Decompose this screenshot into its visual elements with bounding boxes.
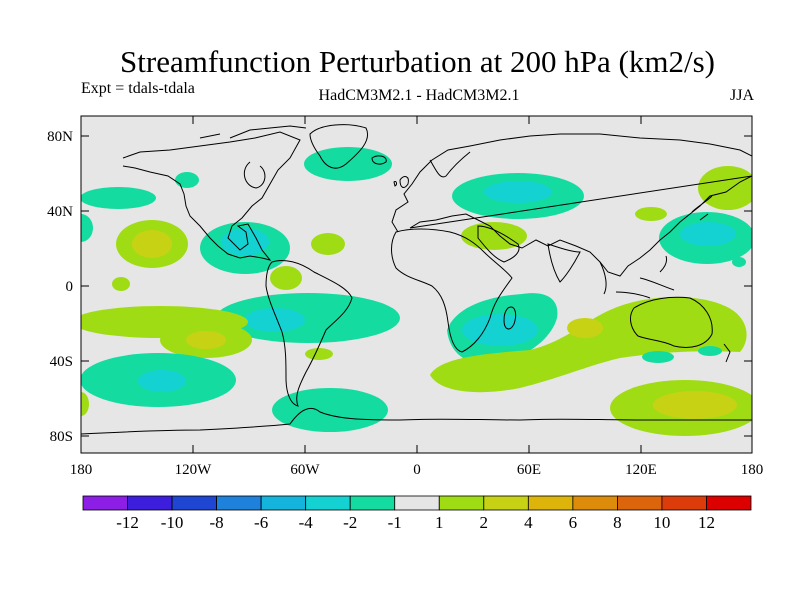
coast-south-america [265,259,353,407]
coast-japan [691,195,713,221]
anomaly-pos-australia-core [567,318,603,338]
coast-antarctica [81,408,752,435]
anomaly-neg-south-pacific-core [138,370,186,392]
colorbar-label: 4 [524,513,533,532]
colorbar-label: 10 [653,513,670,532]
anomaly-neg-se-pacific-core [245,308,305,332]
lat-label-40n: 40N [47,204,73,220]
coast-madagascar [503,306,517,330]
anomaly-pos-indian-ocean [430,296,747,393]
coast-iceland [371,155,387,165]
colorbar: -12 -10 -8 -6 -4 -2 -1 1 2 4 6 8 10 12 [82,495,752,532]
colorbar-swatch [127,495,173,511]
coast-new-zealand [723,343,731,363]
colorbar-swatch [82,495,128,511]
axis-ticks [80,116,753,453]
lat-label-40s: 40S [50,354,73,370]
anomaly-pos-npac-core [132,230,172,258]
anomaly-neg-antarctic [272,388,388,432]
coast-scandinavia [429,151,471,178]
colorbar-swatch [305,495,351,511]
anomaly-neg-caribbean-core [221,228,269,256]
lon-label-120w: 120W [175,462,213,478]
anomaly-neg-central-asia-core [484,181,552,203]
lon-label-60e: 60E [517,462,541,478]
colorbar-label: -6 [254,513,268,532]
coast-arctic-islands [199,125,307,139]
lon-label-180w: 180 [70,462,93,478]
anomaly-neg-small-east [732,257,746,267]
colorbar-label: 8 [613,513,622,532]
coast-australia [630,296,713,348]
colorbar-label: 6 [569,513,578,532]
colorbar-swatch [394,495,440,511]
colorbar-swatch [349,495,396,511]
colorbar-swatch [171,495,217,511]
anomaly-pos-atlantic [311,233,345,255]
anomaly-pos-argentina [305,348,333,360]
anomaly-neg-npac-strip [81,187,156,209]
anomaly-neg-west-edge [81,214,93,242]
coast-se-asia [599,255,675,299]
lat-label-80n: 80N [47,129,73,145]
colorbar-label: -12 [116,513,139,532]
season-label: JJA [730,87,755,104]
coast-africa [391,228,513,353]
colorbar-swatch [438,495,485,511]
anomaly-pos-middle-east [461,222,527,250]
colorbar-label: -4 [299,513,314,532]
colorbar-label: -2 [343,513,357,532]
colorbar-label: 12 [698,513,715,532]
colorbar-label: 1 [435,513,444,532]
colorbar-swatch [706,495,752,511]
colorbar-swatch [483,495,529,511]
colorbar-swatch [260,495,307,511]
coast-british-isles [393,176,409,188]
anomaly-pos-kamchatka [698,166,752,210]
anomaly-pos-south-pacific-core [186,331,226,349]
lon-label-120e: 120E [625,462,657,478]
anomaly-neg-madagascar-core [462,314,538,346]
coast-eurasia [391,133,752,277]
anomaly-pos-west-edge [81,392,89,416]
anomaly-neg-alaska [175,172,199,188]
lon-label-60w: 60W [290,462,320,478]
coast-greenland [309,124,368,169]
colorbar-swatch [527,495,574,511]
anomaly-fields [81,147,752,436]
coastlines [81,124,752,435]
anomaly-pos-east-asia [635,207,667,221]
colorbar-swatch [216,495,262,511]
anomaly-neg-nw-pacific-core [680,222,736,246]
coast-india [547,243,581,283]
lat-label-0: 0 [66,279,74,295]
anomaly-pos-southern-ocean-core [653,391,737,419]
colorbar-label: -1 [388,513,402,532]
anomaly-neg-greenland [304,147,392,181]
colorbar-swatch [617,495,663,511]
model-label: HadCM3M2.1 - HadCM3M2.1 [318,87,520,104]
figure-title: Streamfunction Perturbation at 200 hPa (… [120,44,715,79]
experiment-label: Expt = tdals-tdala [81,80,195,97]
coast-north-america [122,131,301,261]
anomaly-pos-brazil [270,266,302,290]
lon-label-180e: 180 [741,462,764,478]
colorbar-swatch [572,495,618,511]
colorbar-swatch [661,495,707,511]
coast-hudson-bay [243,161,266,189]
lon-label-0: 0 [413,462,421,478]
colorbar-label: -10 [161,513,184,532]
coast-arabia [477,225,520,263]
anomaly-neg-tasman [642,351,674,363]
anomaly-neg-nz [698,346,722,356]
lat-label-80s: 80S [50,429,73,445]
colorbar-label: 2 [480,513,489,532]
colorbar-label: -8 [210,513,224,532]
anomaly-pos-hawaii [112,277,130,291]
